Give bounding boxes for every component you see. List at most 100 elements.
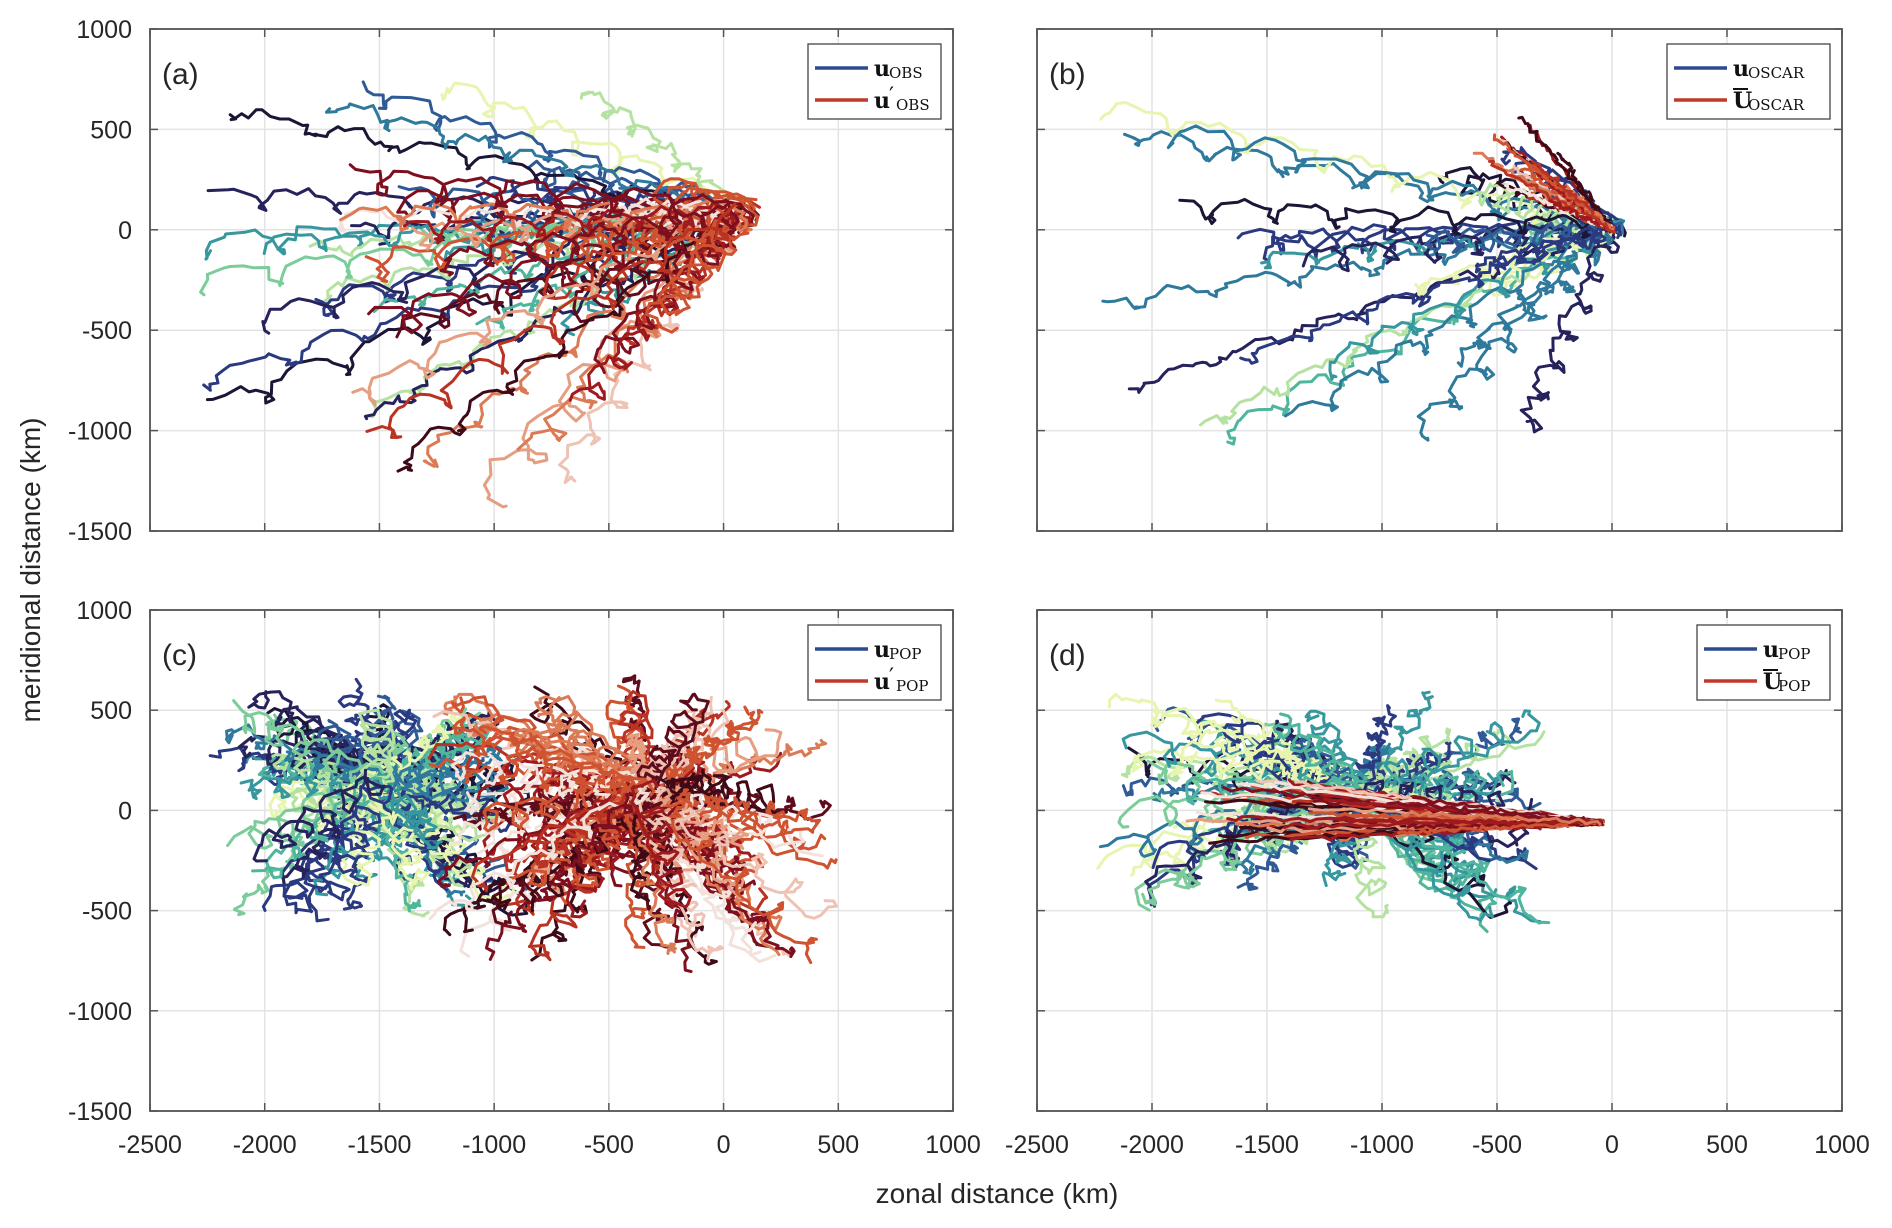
trajectory-line [568, 213, 752, 402]
trajectory-line [439, 200, 755, 277]
legend-prime: ′ [889, 84, 894, 109]
x-axis-label: zonal distance (km) [876, 1178, 1119, 1209]
trajectory-line [224, 723, 383, 788]
legend-symbol: U [1763, 669, 1782, 695]
trajectory-line [630, 779, 693, 909]
trajectory-line [357, 708, 396, 793]
legend-item: u POP [1704, 637, 1810, 663]
legend-box [1696, 624, 1831, 701]
y-tick-label: -500 [82, 317, 132, 345]
legend-subscript: POP [889, 645, 921, 663]
y-tick-label: 0 [118, 797, 132, 825]
trajectory-line [628, 692, 710, 798]
x-tick-label: -2500 [1005, 1131, 1069, 1159]
trajectory-line [422, 203, 744, 469]
trajectory-line [1474, 221, 1621, 274]
y-tick-label: -1000 [68, 998, 132, 1026]
legend-subscript: POP [1778, 677, 1810, 695]
trajectory-line [1226, 221, 1622, 446]
trajectory-line [633, 777, 746, 899]
x-tick-label: -1500 [347, 1131, 411, 1159]
legend-item: u ′ POP [815, 665, 928, 695]
x-tick-label: -2000 [233, 1131, 297, 1159]
legend-symbol: U [1733, 88, 1752, 114]
legend-symbol: u [1733, 56, 1749, 82]
series-Ubar_OSCAR [1472, 115, 1617, 234]
panel-label: (b) [1049, 58, 1086, 91]
panel-label: (d) [1049, 639, 1086, 672]
x-tick-label: -1000 [1350, 1131, 1414, 1159]
x-tick-label: 1000 [1814, 1131, 1870, 1159]
legend-subscript: OSCAR [1748, 96, 1805, 114]
y-tick-label: -1500 [68, 518, 132, 546]
axes-box [1036, 609, 1843, 1112]
trajectory-line [372, 712, 463, 786]
x-tick-label: 1000 [925, 1131, 981, 1159]
trajectory-line [1424, 221, 1623, 254]
trajectory-line [1166, 124, 1625, 237]
axes-box [149, 609, 954, 1112]
trajectory-line [367, 206, 737, 335]
axes-box [149, 28, 954, 532]
trajectory-line [1401, 809, 1602, 826]
legend-box [807, 43, 942, 120]
series-u'_POP [427, 674, 838, 973]
legend-box [1666, 43, 1831, 120]
y-tick-label: -1000 [68, 418, 132, 446]
x-tick-label: 0 [717, 1131, 731, 1159]
trajectory-line [1397, 820, 1602, 836]
trajectory-line [646, 782, 822, 835]
trajectory-line [1354, 709, 1541, 798]
x-tick-label: -1500 [1235, 1131, 1299, 1159]
trajectory-line [1283, 232, 1614, 418]
x-tick-label: 500 [1706, 1131, 1748, 1159]
trajectory-line [1519, 226, 1620, 434]
trajectory-line [252, 768, 386, 863]
trajectory-line [251, 776, 387, 880]
y-axis-label: meridional distance (km) [15, 418, 46, 723]
panel-label: (c) [162, 639, 197, 672]
trajectory-line [645, 786, 796, 959]
panel-label: (a) [162, 58, 199, 91]
legend-symbol: u [874, 56, 890, 82]
trajectory-line [1328, 219, 1622, 381]
trajectory-line [365, 202, 737, 440]
trajectory-line [1214, 698, 1363, 789]
trajectory-line [643, 785, 838, 920]
legend-symbol: u [1763, 637, 1779, 663]
legend-item: u POP [815, 637, 921, 663]
y-tick-label: 500 [90, 116, 132, 144]
trajectory-line [307, 776, 394, 923]
trajectory-line [1388, 800, 1600, 826]
trajectory-line [348, 163, 740, 230]
x-tick-label: -2500 [118, 1131, 182, 1159]
y-tick-label: -500 [82, 898, 132, 926]
trajectory-line [340, 773, 397, 887]
y-tick-label: -1500 [68, 1098, 132, 1126]
legend: u OBS u ′ OBS [807, 43, 942, 120]
x-tick-label: 0 [1605, 1131, 1619, 1159]
legend-subscript: POP [896, 677, 928, 695]
y-tick-label: 500 [90, 697, 132, 725]
legend-symbol: u [874, 637, 890, 663]
trajectory-line [634, 782, 818, 965]
trajectories [199, 80, 761, 509]
y-tick-label: 1000 [76, 16, 132, 44]
trajectory-line [548, 783, 653, 890]
trajectory-line [453, 725, 656, 797]
trajectory-line [370, 765, 509, 805]
axes-box [1036, 28, 1843, 532]
series-Ubar_POP [1185, 778, 1605, 845]
trajectory-line [633, 785, 682, 876]
legend-box [807, 624, 942, 701]
legend-item: u ′ OBS [815, 84, 930, 114]
legend-subscript: OBS [889, 64, 923, 82]
legend-prime: ′ [889, 665, 894, 690]
y-tick-label: 0 [118, 217, 132, 245]
trajectory-line [639, 705, 759, 792]
